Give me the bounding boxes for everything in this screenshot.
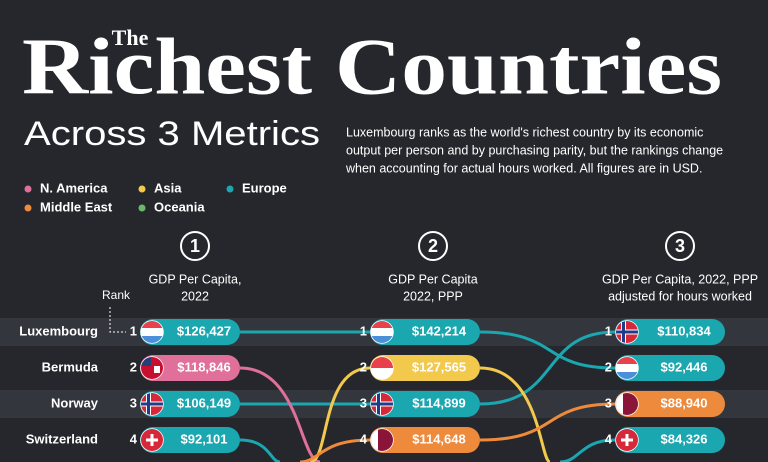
rank-number: 3 bbox=[360, 395, 367, 410]
flag-art bbox=[141, 393, 163, 415]
value-label: $118,846 bbox=[177, 359, 231, 374]
value-pill bbox=[370, 427, 480, 453]
column-heading: 2022, PPP bbox=[403, 289, 463, 303]
description-line: Luxembourg ranks as the world's richest … bbox=[346, 125, 703, 139]
legend-label: N. America bbox=[40, 180, 108, 195]
legend-label: Oceania bbox=[154, 199, 205, 214]
flag-part bbox=[371, 357, 393, 368]
value-label: $110,834 bbox=[657, 323, 711, 338]
value-pill bbox=[615, 355, 725, 381]
flag-part bbox=[141, 336, 163, 343]
legend-dot bbox=[226, 185, 234, 193]
country-label: Norway bbox=[51, 395, 99, 410]
rank-number: 2 bbox=[130, 359, 137, 374]
rank-label: Rank bbox=[102, 288, 131, 302]
flag-part bbox=[616, 372, 638, 379]
legend-label: Middle East bbox=[40, 199, 113, 214]
flag-art bbox=[616, 357, 638, 379]
flag-part bbox=[371, 429, 378, 451]
flag-part bbox=[616, 357, 638, 364]
value-pill bbox=[140, 355, 240, 381]
column-number: 3 bbox=[675, 236, 685, 256]
flag-part bbox=[616, 393, 623, 415]
value-label: $92,101 bbox=[181, 431, 228, 446]
column-number: 2 bbox=[428, 236, 438, 256]
flag-art bbox=[141, 429, 163, 451]
flag-part bbox=[141, 321, 163, 328]
flag-art bbox=[371, 357, 393, 368]
legend-dot bbox=[24, 185, 32, 193]
legend-dot bbox=[24, 204, 32, 212]
value-pill bbox=[370, 355, 480, 381]
rank-number: 4 bbox=[360, 431, 368, 446]
flag-art bbox=[141, 321, 163, 343]
rank-number: 3 bbox=[605, 395, 612, 410]
flag-part bbox=[371, 321, 393, 328]
flag-part bbox=[621, 438, 633, 442]
flag-art bbox=[616, 429, 638, 451]
flag-art bbox=[616, 393, 638, 415]
title: Richest Countries bbox=[22, 23, 722, 111]
rank-number: 4 bbox=[130, 431, 138, 446]
value-label: $142,214 bbox=[412, 323, 467, 338]
flag-art bbox=[371, 429, 393, 451]
country-label: Bermuda bbox=[42, 359, 99, 374]
column-badge bbox=[180, 231, 210, 261]
legend-label: Asia bbox=[154, 180, 182, 195]
value-label: $127,565 bbox=[412, 359, 466, 374]
flag-art bbox=[371, 393, 393, 415]
legend-label: Europe bbox=[242, 180, 287, 195]
description-line: output per person and by purchasing pari… bbox=[346, 143, 723, 157]
flag-part bbox=[141, 402, 163, 406]
rank-number: 1 bbox=[605, 323, 612, 338]
legend-dot bbox=[138, 204, 146, 212]
flag-part bbox=[371, 336, 393, 343]
column-number: 1 bbox=[190, 236, 200, 256]
flag-part bbox=[141, 357, 151, 366]
column-heading: adjusted for hours worked bbox=[608, 289, 752, 303]
flag-art bbox=[371, 321, 393, 343]
flag-part bbox=[616, 330, 638, 334]
country-label: Luxembourg bbox=[19, 323, 98, 338]
flag-part bbox=[146, 438, 158, 442]
rank-number: 2 bbox=[360, 359, 367, 374]
description-line: when accounting for actual hours worked.… bbox=[345, 161, 702, 175]
column-heading: GDP Per Capita, 2022, PPP bbox=[602, 272, 758, 286]
column-heading: GDP Per Capita, bbox=[149, 272, 242, 286]
value-label: $84,326 bbox=[661, 431, 708, 446]
value-pill bbox=[140, 427, 240, 453]
column-heading: GDP Per Capita bbox=[388, 272, 477, 286]
value-label: $126,427 bbox=[177, 323, 231, 338]
column-heading: 2022 bbox=[181, 289, 209, 303]
value-label: $106,149 bbox=[177, 395, 231, 410]
kicker: The bbox=[112, 25, 149, 50]
value-pill bbox=[140, 391, 240, 417]
flag-part bbox=[371, 402, 393, 406]
column-badge bbox=[418, 231, 448, 261]
legend-dot bbox=[138, 185, 146, 193]
flag-art bbox=[141, 357, 163, 379]
value-pill bbox=[615, 427, 725, 453]
value-label: $114,648 bbox=[412, 431, 466, 446]
country-label: Switzerland bbox=[26, 431, 98, 446]
flag-part bbox=[154, 366, 160, 373]
column-badge bbox=[665, 231, 695, 261]
flag-art bbox=[616, 321, 638, 343]
value-pill bbox=[370, 391, 480, 417]
value-pill bbox=[140, 319, 240, 345]
value-pill bbox=[615, 319, 725, 345]
rank-number: 2 bbox=[605, 359, 612, 374]
value-pill bbox=[370, 319, 480, 345]
rank-number: 4 bbox=[605, 431, 613, 446]
rank-number: 1 bbox=[130, 323, 137, 338]
subtitle: Across 3 Metrics bbox=[24, 115, 320, 153]
value-pill bbox=[615, 391, 725, 417]
rank-number: 1 bbox=[360, 323, 367, 338]
value-label: $92,446 bbox=[661, 359, 708, 374]
value-label: $88,940 bbox=[661, 395, 708, 410]
rank-number: 3 bbox=[130, 395, 137, 410]
value-label: $114,899 bbox=[412, 395, 466, 410]
